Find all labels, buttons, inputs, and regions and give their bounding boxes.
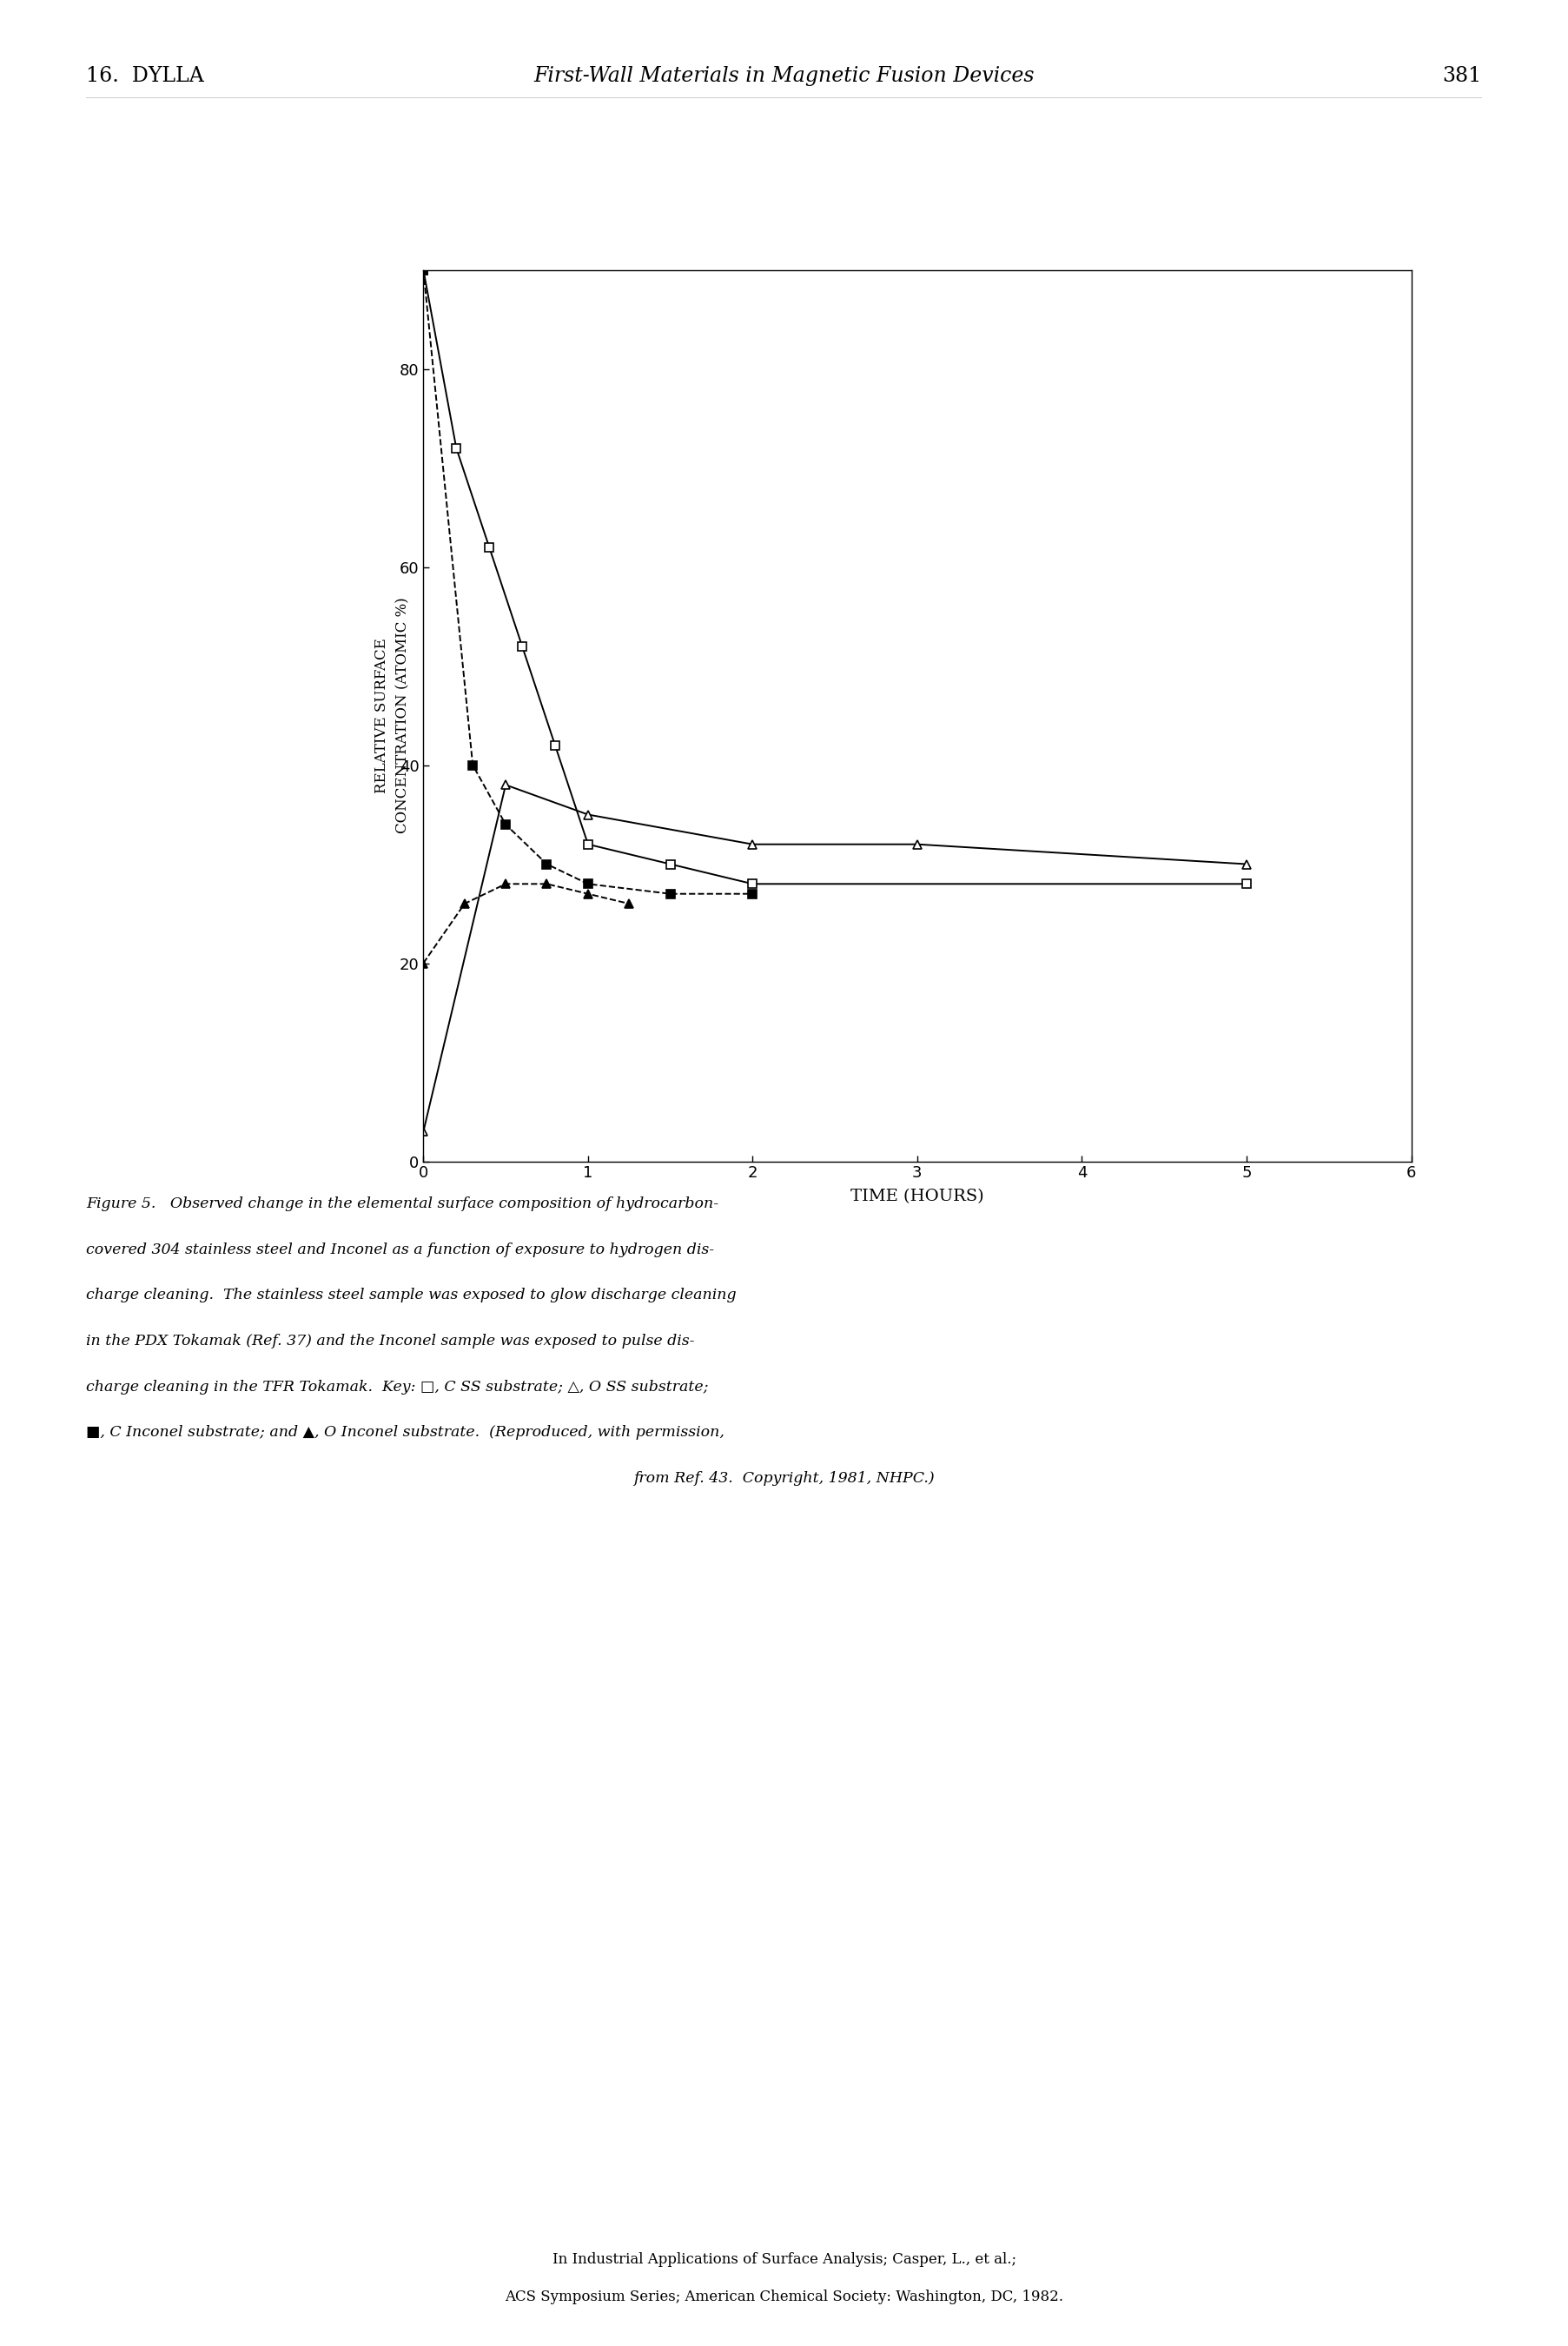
X-axis label: TIME (HOURS): TIME (HOURS) <box>850 1189 985 1203</box>
Y-axis label: RELATIVE SURFACE
CONCENTRATION (ATOMIC %): RELATIVE SURFACE CONCENTRATION (ATOMIC %… <box>375 598 411 833</box>
Text: charge cleaning in the TFR Tokamak.  Key: □, C SS substrate; △, O SS substrate;: charge cleaning in the TFR Tokamak. Key:… <box>86 1379 709 1394</box>
Text: ACS Symposium Series; American Chemical Society: Washington, DC, 1982.: ACS Symposium Series; American Chemical … <box>505 2290 1063 2304</box>
Text: from Ref. 43.  Copyright, 1981, NHPC.): from Ref. 43. Copyright, 1981, NHPC.) <box>633 1471 935 1485</box>
Text: In Industrial Applications of Surface Analysis; Casper, L., et al.;: In Industrial Applications of Surface An… <box>552 2252 1016 2266</box>
Text: 16.  DYLLA: 16. DYLLA <box>86 66 204 87</box>
Text: First-Wall Materials in Magnetic Fusion Devices: First-Wall Materials in Magnetic Fusion … <box>533 66 1035 87</box>
Text: charge cleaning.  The stainless steel sample was exposed to glow discharge clean: charge cleaning. The stainless steel sam… <box>86 1288 737 1302</box>
Text: ■, C Inconel substrate; and ▲, O Inconel substrate.  (Reproduced, with permissio: ■, C Inconel substrate; and ▲, O Inconel… <box>86 1426 724 1440</box>
Text: 381: 381 <box>1443 66 1482 87</box>
Text: Figure 5.   Observed change in the elemental surface composition of hydrocarbon-: Figure 5. Observed change in the element… <box>86 1196 718 1211</box>
Text: covered 304 stainless steel and Inconel as a function of exposure to hydrogen di: covered 304 stainless steel and Inconel … <box>86 1243 715 1257</box>
Text: in the PDX Tokamak (Ref. 37) and the Inconel sample was exposed to pulse dis-: in the PDX Tokamak (Ref. 37) and the Inc… <box>86 1333 695 1349</box>
